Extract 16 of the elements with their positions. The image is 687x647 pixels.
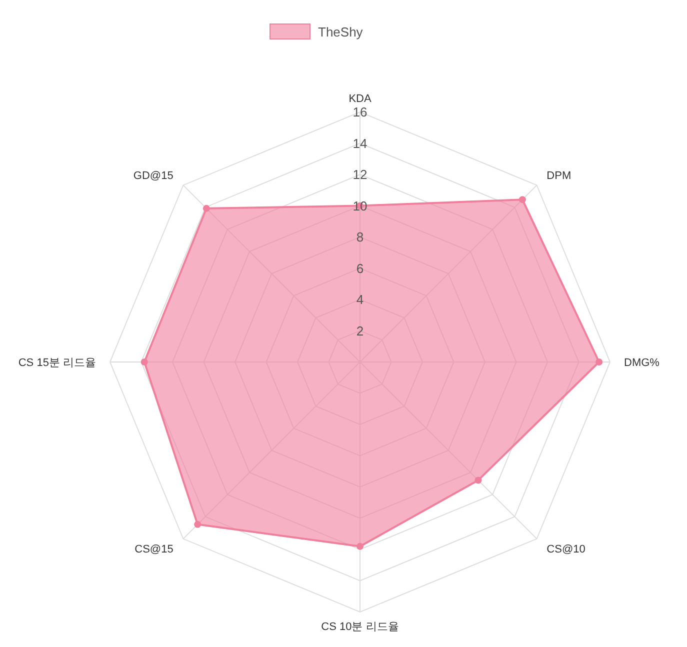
spoke-label: DPM bbox=[546, 170, 572, 182]
y-tick-label: 6 bbox=[356, 260, 364, 276]
y-tick-label: 2 bbox=[356, 323, 364, 338]
y-tick-label: 16 bbox=[352, 104, 368, 120]
spoke-label: CS@15 bbox=[134, 544, 174, 556]
y-tick-label: 4 bbox=[356, 292, 364, 308]
spoke-label: CS 15분 리드율 bbox=[18, 356, 96, 369]
y-tick-label: 12 bbox=[352, 167, 368, 182]
spoke-label: GD@15 bbox=[133, 170, 174, 182]
spoke-label: DMG% bbox=[624, 356, 660, 369]
spoke-label: CS@10 bbox=[546, 544, 586, 556]
y-tick-label: 14 bbox=[352, 136, 368, 151]
legend-label: TheShy bbox=[318, 24, 364, 40]
spoke-label: KDA bbox=[348, 92, 372, 105]
y-tick-label: 8 bbox=[356, 230, 364, 245]
spoke-label: CS 10분 리드율 bbox=[321, 620, 399, 633]
